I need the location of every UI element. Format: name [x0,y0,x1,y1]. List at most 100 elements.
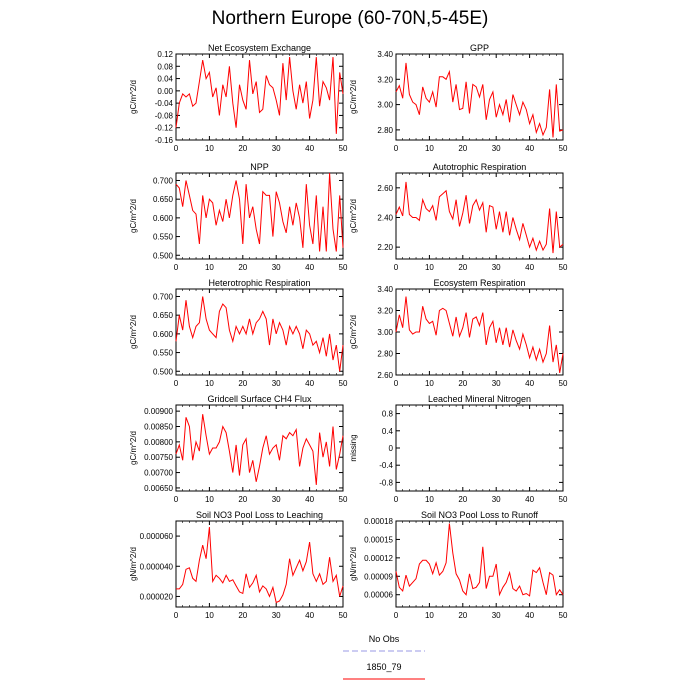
y-axis-label: gC/m^2/d [349,199,358,233]
plot-frame [395,520,564,608]
y-tick-label: 3.20 [377,307,393,316]
y-tick-label: 0.00700 [144,469,173,478]
x-tick-label: 30 [492,611,501,620]
legend-label: 1850_79 [366,662,401,672]
x-tick-label: 10 [425,495,434,504]
chart-title: Soil NO3 Pool Loss to Runoff [421,510,538,520]
y-tick-label: -0.8 [379,478,393,487]
y-axis-label: gC/m^2/d [129,80,138,114]
x-tick-label: 0 [394,611,399,620]
y-tick-label: 0.000020 [140,592,174,601]
y-tick-label: 0.00800 [144,438,173,447]
chart-title: Leached Mineral Nitrogen [428,394,531,404]
y-axis-label: gC/m^2/d [349,80,358,114]
x-tick-label: 50 [559,263,568,272]
x-tick-label: 10 [205,379,214,388]
y-tick-label: 0.00015 [364,535,393,544]
y-tick-label: 0.00009 [364,572,393,581]
y-tick-label: 2.60 [377,371,393,380]
plot-frame [395,288,564,376]
x-tick-label: 0 [394,144,399,153]
y-tick-label: -0.04 [155,99,174,108]
y-tick-label: 0.650 [153,195,174,204]
x-tick-label: 50 [339,144,348,153]
y-tick-label: 3.00 [377,328,393,337]
chart-panel-7: Gridcell Surface CH4 Flux gC/m^2/d 0 10 20 30… [129,394,348,504]
x-tick-label: 30 [272,263,281,272]
plot-frame [175,404,344,492]
y-tick-label: 2.40 [377,213,393,222]
x-tick-label: 30 [492,379,501,388]
chart-title: NPP [250,162,269,172]
y-tick-label: 0.000040 [140,562,174,571]
x-tick-label: 20 [458,495,467,504]
x-tick-label: 0 [174,144,179,153]
y-tick-label: 0.00006 [364,591,393,600]
series-line [175,172,344,252]
x-tick-label: 0 [394,379,399,388]
x-tick-label: 50 [559,379,568,388]
x-tick-label: 40 [525,144,534,153]
chart-title: GPP [470,43,489,53]
y-tick-label: -0.16 [155,136,174,145]
y-tick-label: 0.700 [153,176,174,185]
y-tick-label: 0.550 [153,233,174,242]
legend-label: No Obs [369,634,400,644]
plot-frame [175,53,344,141]
y-axis-label: missing [349,434,358,461]
x-tick-label: 30 [272,495,281,504]
x-tick-label: 50 [559,144,568,153]
y-tick-label: 0.500 [153,251,174,260]
y-tick-label: 0.00850 [144,423,173,432]
y-tick-label: 2.80 [377,126,393,135]
y-tick-label: 3.00 [377,101,393,110]
x-tick-label: 0 [174,495,179,504]
x-tick-label: 30 [492,144,501,153]
series-line [175,57,344,134]
chart-panel-8: Leached Mineral Nitrogen missing 0 10 20 30 40… [349,394,568,504]
x-tick-label: 40 [525,495,534,504]
x-tick-label: 20 [238,379,247,388]
x-tick-label: 40 [305,379,314,388]
x-tick-label: 20 [238,611,247,620]
legend: No Obs 1850_79 [343,634,425,680]
x-tick-label: 40 [305,144,314,153]
x-tick-label: 30 [492,495,501,504]
y-tick-label: 0.000060 [140,532,174,541]
y-tick-label: 0.700 [153,292,174,301]
y-tick-label: -0.4 [379,461,393,470]
x-tick-label: 40 [525,379,534,388]
x-tick-label: 30 [492,263,501,272]
chart-title: Soil NO3 Pool Loss to Leaching [196,510,323,520]
x-tick-label: 40 [305,263,314,272]
x-tick-label: 20 [458,379,467,388]
chart-panel-5: Heterotrophic Respiration gC/m^2/d 0 10 20 30… [129,278,348,388]
plot-frame [175,520,344,608]
y-axis-label: gN/m^2/d [349,547,358,581]
plot-frame [395,53,564,141]
chart-title: Heterotrophic Respiration [208,278,310,288]
x-tick-label: 40 [305,611,314,620]
x-tick-label: 40 [525,611,534,620]
x-tick-label: 40 [305,495,314,504]
x-tick-label: 0 [394,263,399,272]
x-tick-label: 0 [174,379,179,388]
y-tick-label: 0.4 [382,427,394,436]
chart-panel-2: GPP gC/m^2/d 0 10 20 30 40 50 2.80 3.00 3.20 3.40 [349,43,568,153]
y-axis-label: gN/m^2/d [129,547,138,581]
plot-frame [395,172,564,260]
x-tick-label: 10 [205,263,214,272]
x-tick-label: 30 [272,144,281,153]
y-tick-label: 0.650 [153,311,174,320]
y-tick-label: 0.00650 [144,484,173,493]
x-tick-label: 50 [559,611,568,620]
y-tick-label: 0.600 [153,330,174,339]
x-tick-label: 20 [458,263,467,272]
y-tick-label: 0.550 [153,349,174,358]
y-axis-label: gC/m^2/d [129,199,138,233]
x-tick-label: 40 [525,263,534,272]
y-tick-label: 0.08 [157,62,173,71]
y-tick-label: 2.20 [377,243,393,252]
x-tick-label: 10 [205,611,214,620]
